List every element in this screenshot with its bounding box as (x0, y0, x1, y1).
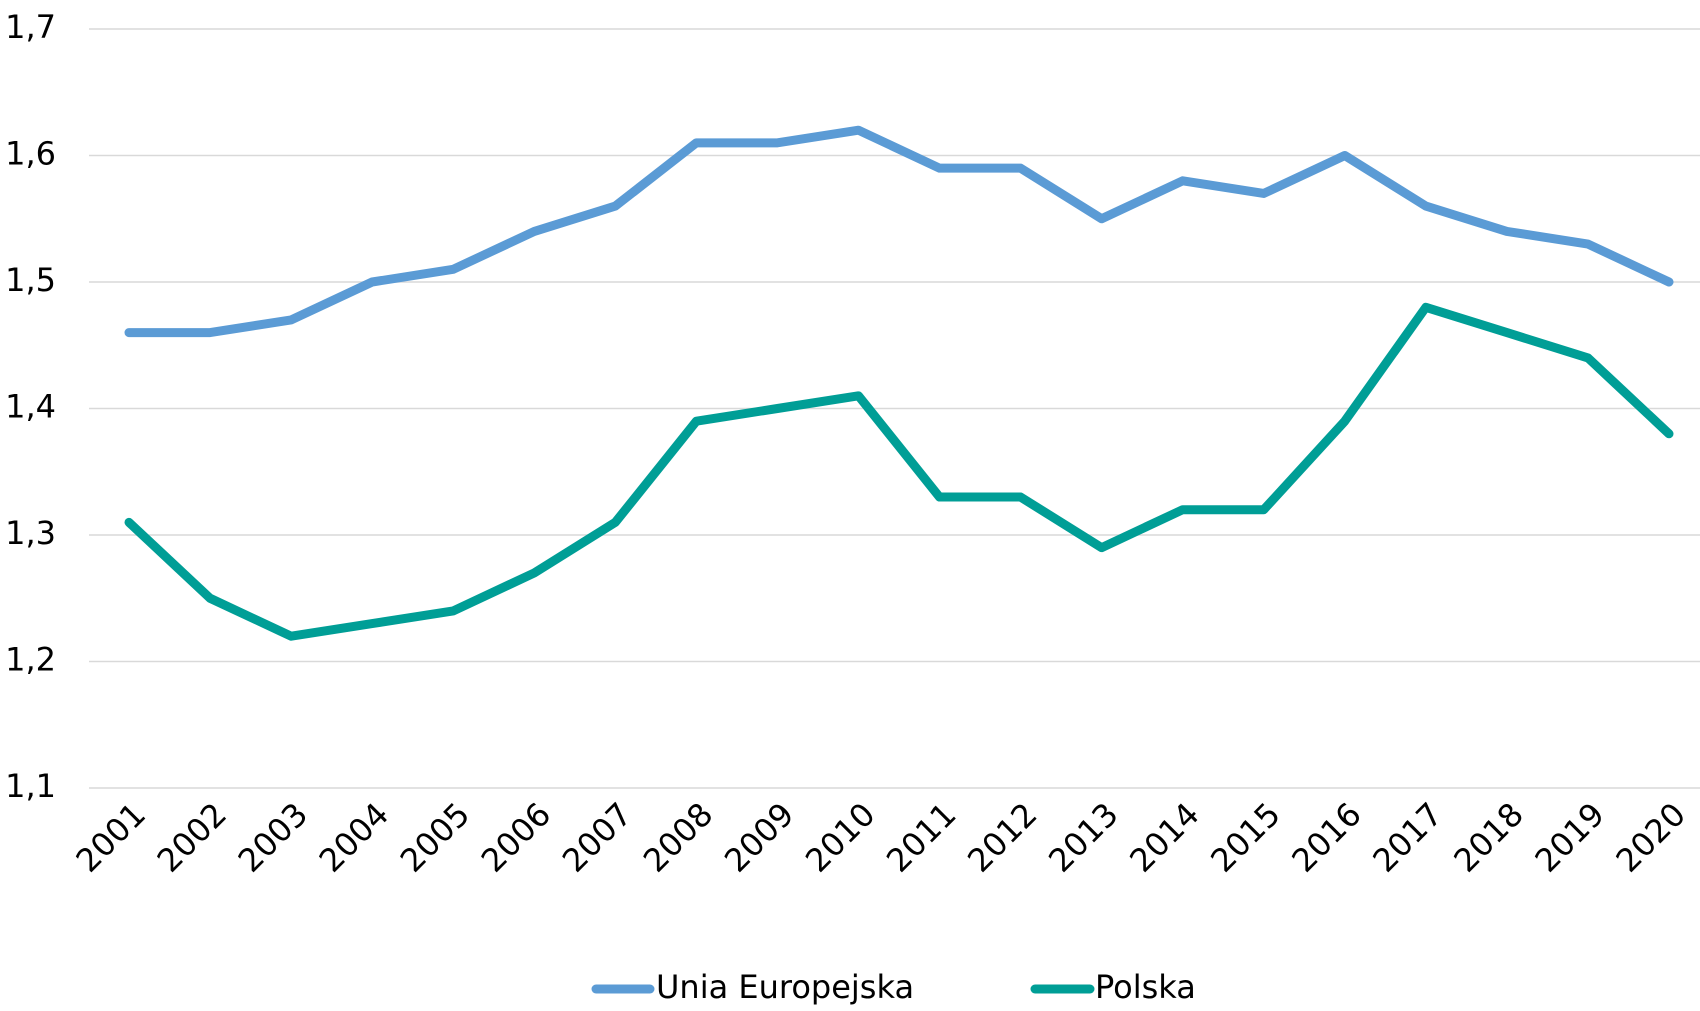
x-tick-label: 2014 (1122, 795, 1206, 879)
x-tick-label: 2018 (1446, 795, 1530, 879)
series-line (124, 302, 1674, 641)
x-tick-label: 2004 (312, 795, 396, 879)
x-tick-label: 2017 (1365, 795, 1449, 879)
y-tick-label: 1,6 (5, 135, 56, 173)
y-tick-label: 1,4 (5, 388, 56, 426)
y-tick-label: 1,1 (5, 767, 56, 805)
x-tick-label: 2007 (555, 795, 639, 879)
x-tick-label: 2008 (636, 795, 720, 879)
legend-label: Polska (1095, 968, 1196, 1006)
y-tick-label: 1,3 (5, 514, 56, 552)
legend-label: Unia Europejska (656, 968, 914, 1006)
x-tick-label: 2013 (1041, 795, 1125, 879)
y-tick-label: 1,5 (5, 261, 56, 299)
x-tick-label: 2002 (150, 795, 234, 879)
y-tick-label: 1,7 (5, 8, 56, 46)
x-tick-label: 2010 (798, 795, 882, 879)
x-tick-label: 2012 (960, 795, 1044, 879)
x-tick-label: 2011 (879, 795, 963, 879)
x-tick-label: 2015 (1203, 795, 1287, 879)
x-tick-label: 2005 (393, 795, 477, 879)
x-tick-label: 2016 (1284, 795, 1368, 879)
x-tick-label: 2001 (69, 795, 153, 879)
x-tick-label: 2020 (1609, 795, 1693, 879)
x-tick-label: 2006 (474, 795, 558, 879)
x-tick-label: 2019 (1528, 795, 1612, 879)
y-tick-label: 1,2 (5, 641, 56, 679)
series-line (124, 125, 1674, 338)
x-tick-label: 2009 (717, 795, 801, 879)
x-tick-label: 2003 (231, 795, 315, 879)
